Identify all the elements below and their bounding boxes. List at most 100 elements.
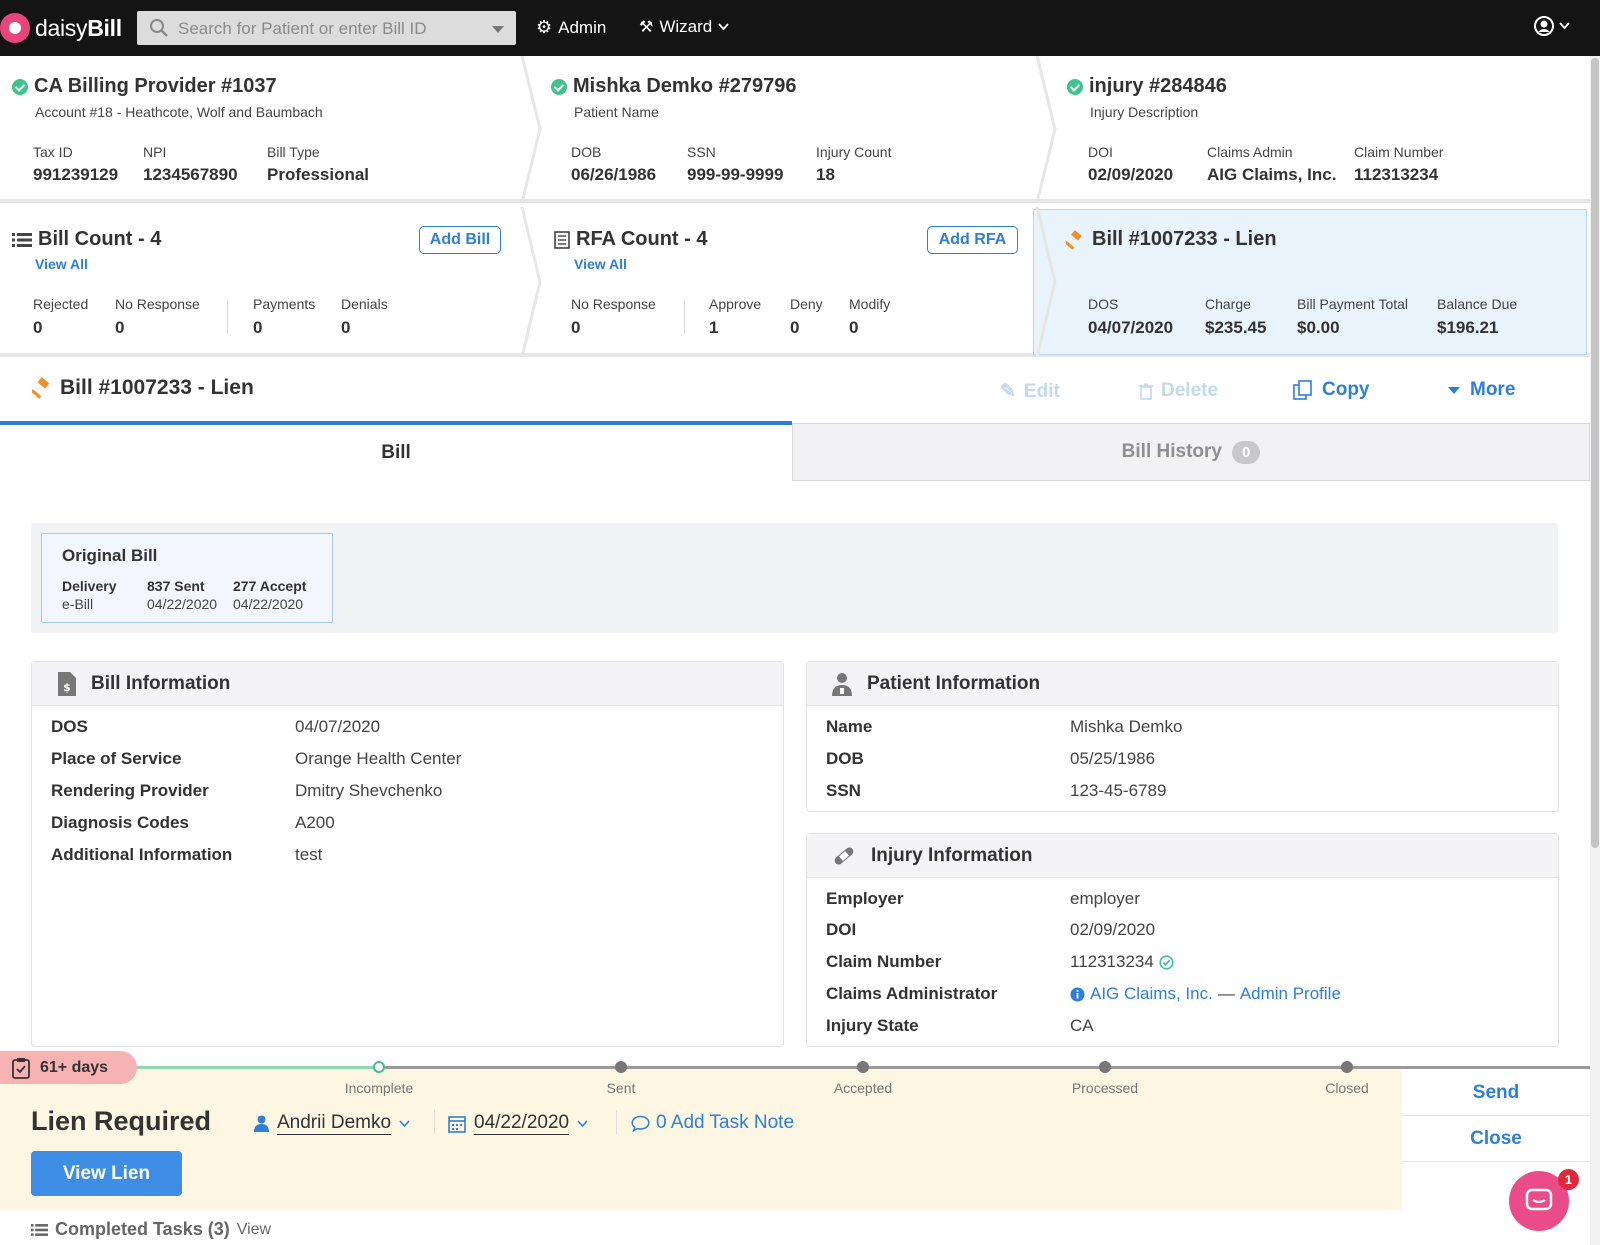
wizard-label: Wizard — [659, 17, 713, 36]
bill-type-label: Bill Type — [267, 144, 320, 160]
gavel-icon — [1066, 229, 1082, 250]
bill-heading-text: Bill #1007233 - Lien — [60, 376, 254, 399]
injury-claim-number: 112313234 — [1070, 952, 1174, 972]
verified-check-icon — [551, 78, 567, 95]
trash-icon — [1139, 383, 1153, 400]
task-date-picker[interactable]: 04/22/2020 — [448, 1112, 588, 1135]
info-icon — [1070, 987, 1085, 1001]
diagnosis-codes-label: Diagnosis Codes — [51, 813, 189, 832]
step-dot-incomplete — [373, 1061, 385, 1073]
claims-administrator-label: Claims Administrator — [826, 984, 998, 1003]
edit-button[interactable]: ✎ Edit — [1000, 380, 1060, 403]
more-dropdown[interactable]: More — [1448, 379, 1515, 401]
rfa-no-response-label: No Response — [571, 296, 656, 312]
chevron-divider — [520, 207, 542, 357]
verified-check-icon — [12, 78, 28, 95]
bill-dos-value: 04/07/2020 — [295, 717, 381, 736]
list-icon — [12, 232, 32, 247]
gavel-icon — [32, 377, 50, 399]
dob-label: DOB — [571, 144, 602, 160]
daisy-flower-icon — [0, 13, 30, 43]
claims-administrator-separator: — — [1217, 984, 1235, 1003]
claims-administrator-link[interactable]: AIG Claims, Inc. — [1090, 984, 1213, 1003]
add-task-note-button[interactable]: 0 Add Task Note — [631, 1112, 794, 1134]
summary-row-1 — [0, 56, 1590, 203]
provider-title-text: CA Billing Provider #1037 — [34, 75, 277, 97]
view-all-bills-link[interactable]: View All — [35, 256, 88, 272]
admin-menu[interactable]: ⚙ Admin — [536, 17, 606, 38]
daisybill-logo[interactable]: daisyBill — [0, 13, 122, 43]
view-all-rfa-link[interactable]: View All — [574, 256, 627, 272]
tab-bill[interactable]: Bill — [0, 421, 792, 481]
current-bill-card[interactable] — [1033, 209, 1587, 355]
task-age-badge: 61+ days — [0, 1051, 137, 1084]
add-rfa-button[interactable]: Add RFA — [927, 226, 1018, 254]
view-lien-button[interactable]: View Lien — [31, 1151, 182, 1196]
delete-button[interactable]: Delete — [1139, 380, 1218, 402]
user-menu[interactable] — [1534, 16, 1570, 36]
deny-value: 0 — [790, 318, 800, 337]
search-input[interactable]: Search for Patient or enter Bill ID — [137, 11, 516, 45]
ssn-value: 999-99-9999 — [687, 165, 784, 184]
completed-tasks-view-link[interactable]: View — [236, 1220, 272, 1238]
add-bill-button[interactable]: Add Bill — [419, 226, 501, 254]
tab-bill-history-label: Bill History — [1121, 441, 1222, 462]
copy-button[interactable]: Copy — [1293, 379, 1370, 401]
step-sent-label: Sent — [606, 1080, 636, 1096]
injury-title[interactable]: injury #284846 — [1067, 75, 1227, 98]
wizard-menu[interactable]: ⚒ Wizard — [639, 17, 729, 37]
injury-title-text: injury #284846 — [1089, 75, 1227, 97]
edit-label: Edit — [1023, 380, 1060, 402]
task-age-text: 61+ days — [40, 1058, 109, 1076]
rfa-no-response-value: 0 — [571, 318, 581, 337]
stat-separator — [227, 300, 228, 334]
search-placeholder: Search for Patient or enter Bill ID — [178, 19, 427, 38]
original-bill-card[interactable]: Original Bill Delivery e-Bill 837 Sent 0… — [41, 533, 333, 623]
claims-administrator: AIG Claims, Inc. — Admin Profile — [1070, 984, 1341, 1004]
task-assignee-dropdown[interactable]: Andrii Demko — [254, 1112, 410, 1135]
modify-value: 0 — [849, 318, 859, 337]
accept-label: 277 Accept — [233, 578, 307, 594]
chevron-down-icon[interactable] — [492, 26, 504, 33]
modify-label: Modify — [849, 296, 891, 312]
tab-bill-history[interactable]: Bill History 0 — [792, 423, 1590, 481]
balance-due-label: Balance Due — [1437, 296, 1518, 312]
rfa-count-text: RFA Count - 4 — [576, 228, 708, 250]
patient-name-value: Mishka Demko — [1070, 717, 1183, 736]
injury-doi-label: DOI — [826, 920, 857, 939]
provider-title[interactable]: CA Billing Provider #1037 — [12, 75, 277, 98]
task-assignee-name: Andrii Demko — [277, 1112, 392, 1135]
claim-number-value: 112313234 — [1354, 165, 1439, 184]
verified-check-icon — [1159, 954, 1174, 970]
history-count-badge: 0 — [1231, 440, 1261, 464]
injury-count-label: Injury Count — [816, 144, 892, 160]
bill-dos-label: DOS — [51, 717, 88, 736]
bill-payment-total-label: Bill Payment Total — [1297, 296, 1409, 312]
admin-profile-link[interactable]: Admin Profile — [1239, 984, 1341, 1003]
provider-account: Account #18 - Heathcote, Wolf and Baumba… — [35, 104, 323, 120]
injury-doi-value: 02/09/2020 — [1070, 920, 1156, 939]
claims-admin-label: Claims Admin — [1207, 144, 1293, 160]
step-closed-label: Closed — [1325, 1080, 1369, 1096]
ssn-label: SSN — [687, 144, 716, 160]
approve-value: 1 — [709, 318, 719, 337]
injury-information-title: Injury Information — [871, 844, 1033, 866]
patient-ssn-value: 123-45-6789 — [1070, 781, 1167, 800]
patient-information-title: Patient Information — [867, 672, 1041, 694]
list-icon — [31, 1223, 48, 1236]
tab-bill-label: Bill — [381, 442, 411, 463]
diagnosis-codes-value: A200 — [295, 813, 335, 832]
completed-tasks-row: Completed Tasks (3) View — [31, 1219, 271, 1240]
rejected-label: Rejected — [33, 296, 89, 312]
scrollbar-thumb[interactable] — [1591, 58, 1599, 848]
patient-title[interactable]: Mishka Demko #279796 — [551, 75, 796, 98]
send-button[interactable]: Send — [1402, 1070, 1590, 1116]
task-separator — [434, 1110, 435, 1134]
bill-information-header: $ Bill Information — [32, 662, 783, 706]
copy-label: Copy — [1322, 379, 1370, 400]
close-button[interactable]: Close — [1402, 1116, 1590, 1162]
bill-information-title: Bill Information — [91, 672, 231, 694]
chevron-down-icon — [577, 1119, 588, 1127]
delivery-label: Delivery — [62, 578, 117, 594]
user-icon — [254, 1115, 269, 1132]
